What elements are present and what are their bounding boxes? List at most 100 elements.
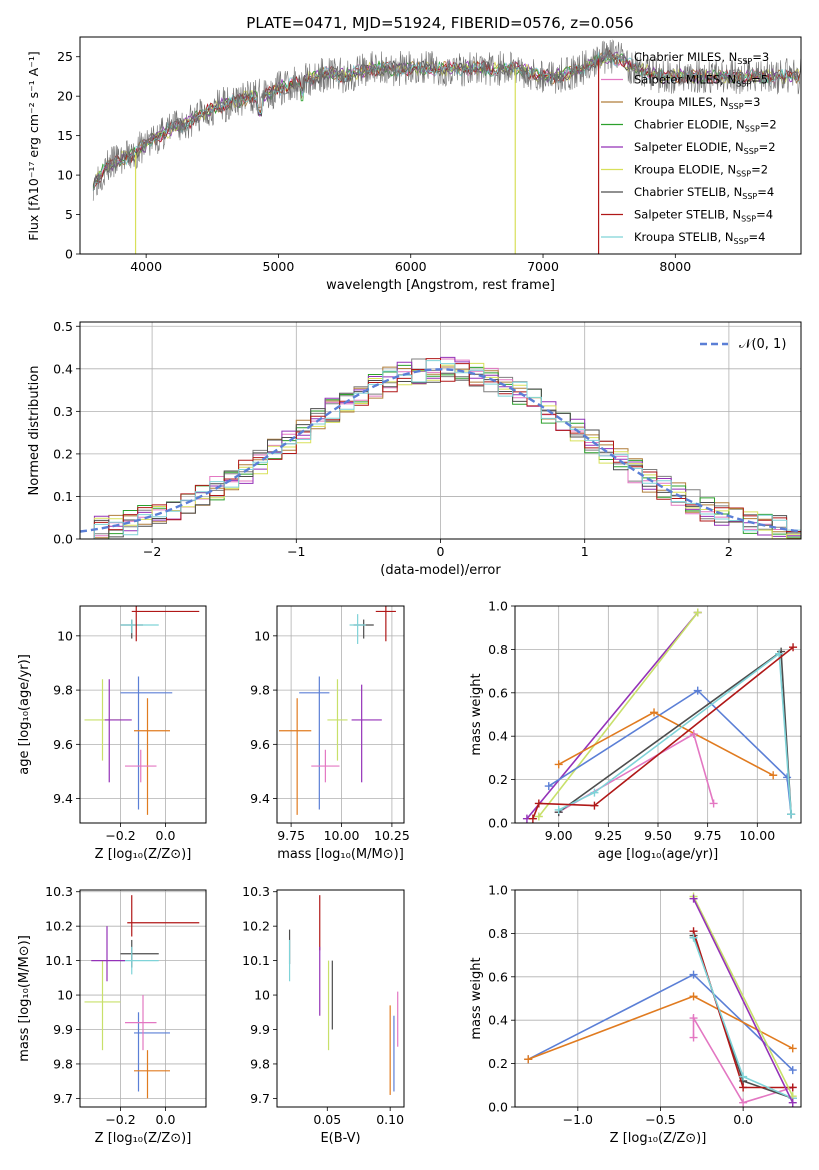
y-tick-label: 10.2 [242, 919, 270, 934]
residual-histogram [80, 360, 801, 539]
weight-point-marker [693, 686, 702, 695]
weight-point-marker [650, 708, 659, 717]
observed-spectrum-line [92, 39, 801, 201]
y-tick-label: 9.9 [250, 1022, 270, 1037]
weight-point-marker [534, 799, 543, 808]
y-tick-label: 1.0 [488, 883, 508, 898]
spectrum-panel-plot-area [92, 39, 801, 254]
model-spectrum-line [92, 51, 800, 191]
y-tick-label: 0.8 [488, 926, 508, 941]
y-tick-label: 9.8 [250, 1056, 270, 1071]
x-tick-label: 8000 [659, 259, 691, 274]
weight-point-marker [783, 773, 792, 782]
x-tick-label: 10.25 [374, 828, 410, 843]
age-z-panel-frame [79, 605, 207, 824]
y-tick-label: 0.0 [488, 816, 508, 831]
weight-point-marker [534, 812, 543, 821]
weight-series-line [538, 612, 699, 817]
age-mass-panel-frame [276, 605, 405, 824]
x-tick-label: 9.50 [644, 828, 672, 843]
weight-point-marker [689, 1033, 698, 1042]
y-tick-label: 9.7 [53, 1091, 73, 1106]
x-tick-label: −0.2 [105, 828, 135, 843]
weight-point-marker [689, 1014, 698, 1023]
y-tick-label: 0 [65, 247, 73, 262]
weight-point-marker [590, 801, 599, 810]
weight-point-marker [524, 1055, 533, 1064]
weight-z-panel-ylabel: mass weight [469, 957, 484, 1039]
y-tick-label: 9.7 [250, 1091, 270, 1106]
weight-point-marker [689, 970, 698, 979]
age-z-panel-xlabel: Z [log₁₀(Z/Z⊙)] [95, 847, 192, 862]
y-tick-label: 0.4 [488, 1013, 508, 1028]
y-tick-label: 10 [254, 988, 270, 1003]
weight-age-panel-plot-area [515, 606, 801, 823]
y-tick-label: 0.6 [488, 685, 508, 700]
weight-point-marker [789, 643, 798, 652]
x-tick-label: 9.25 [594, 828, 622, 843]
age-z-panel-ylabel: age [log₁₀(age/yr)] [17, 654, 32, 775]
weight-z-panel-xlabel: Z [log₁₀(Z/Z⊙)] [610, 1131, 707, 1146]
legend-label: Salpeter ELODIE, NSSP=2 [634, 140, 776, 156]
x-tick-label: 4000 [130, 259, 162, 274]
y-tick-label: 0.2 [53, 446, 73, 461]
weight-point-marker [787, 810, 796, 819]
mass-z-panel-plot-area [80, 890, 206, 1107]
x-tick-label: −1 [287, 544, 305, 559]
x-tick-label: 0.10 [376, 1112, 404, 1127]
y-tick-label: 0.0 [53, 532, 73, 547]
model-spectrum-line [92, 49, 801, 190]
spectrum-xlabel: wavelength [Angstrom, rest frame] [326, 278, 555, 293]
x-tick-label: 2 [725, 544, 733, 559]
x-tick-label: 0.05 [313, 1112, 341, 1127]
x-tick-label: −0.5 [645, 1112, 675, 1127]
x-tick-label: 9.75 [694, 828, 722, 843]
mass-ebv-panel-plot-area [288, 895, 399, 1095]
mass-z-panel: −0.2 0.0 9.7 9.8 9.9 10 10.1 10.2 10.3 Z [log₁₀(Z… [17, 884, 207, 1146]
weight-series-line [692, 896, 794, 1097]
weight-series-line [532, 646, 794, 819]
y-tick-label: 10.3 [45, 884, 73, 899]
y-tick-label: 0.5 [53, 319, 73, 334]
legend-label: Chabrier MILES, NSSP=3 [634, 50, 769, 66]
x-tick-label: 9.00 [545, 828, 573, 843]
residual-panel-plot-area [80, 322, 801, 539]
y-tick-label: 10.1 [242, 953, 270, 968]
weight-point-marker [689, 730, 698, 739]
weight-point-marker [739, 1072, 748, 1081]
mass-z-panel-frame [79, 889, 207, 1108]
y-tick-label: 10.3 [242, 884, 270, 899]
y-tick-label: 10 [57, 628, 73, 643]
model-spectrum-line [92, 52, 801, 185]
y-tick-label: 9.4 [53, 791, 73, 806]
age-mass-panel-xlabel: mass [log₁₀(M/M⊙)] [277, 847, 404, 862]
mass-ebv-panel-frame [276, 889, 405, 1108]
weight-series-line [558, 711, 774, 777]
x-tick-label: 0.0 [156, 1112, 176, 1127]
y-tick-label: 9.6 [53, 737, 73, 752]
legend-label: Kroupa ELODIE, NSSP=2 [634, 163, 768, 179]
x-tick-label: 6000 [395, 259, 427, 274]
y-tick-label: 9.8 [250, 683, 270, 698]
spectrum-ylabel: Flux [fλ10⁻¹⁷ erg cm⁻² s⁻¹ A⁻¹] [26, 51, 41, 240]
y-tick-label: 9.8 [53, 683, 73, 698]
spectrum-legend: Chabrier MILES, NSSP=3 Salpeter MILES, NS… [601, 50, 777, 246]
weight-point-marker [739, 1083, 748, 1092]
weight-series-line [692, 1015, 793, 1104]
x-tick-label: 10.00 [739, 828, 775, 843]
x-tick-label: −0.2 [105, 1112, 135, 1127]
y-tick-label: 0.6 [488, 969, 508, 984]
age-z-panel: −0.2 0.0 9.4 9.6 9.8 10 Z [log₁₀(Z/Z⊙)] age [lo… [17, 605, 207, 862]
weight-age-panel-frame [514, 605, 802, 824]
weight-point-marker [554, 805, 563, 814]
normal-reference-curve [80, 368, 801, 533]
weight-point-marker [689, 894, 698, 903]
y-tick-label: 25 [57, 49, 73, 64]
weight-point-marker [769, 771, 778, 780]
residual-frame [79, 321, 802, 540]
x-tick-label: 10.00 [324, 828, 360, 843]
y-tick-label: 10.1 [45, 953, 73, 968]
y-tick-label: 10 [254, 628, 270, 643]
weight-point-marker [788, 1066, 797, 1075]
